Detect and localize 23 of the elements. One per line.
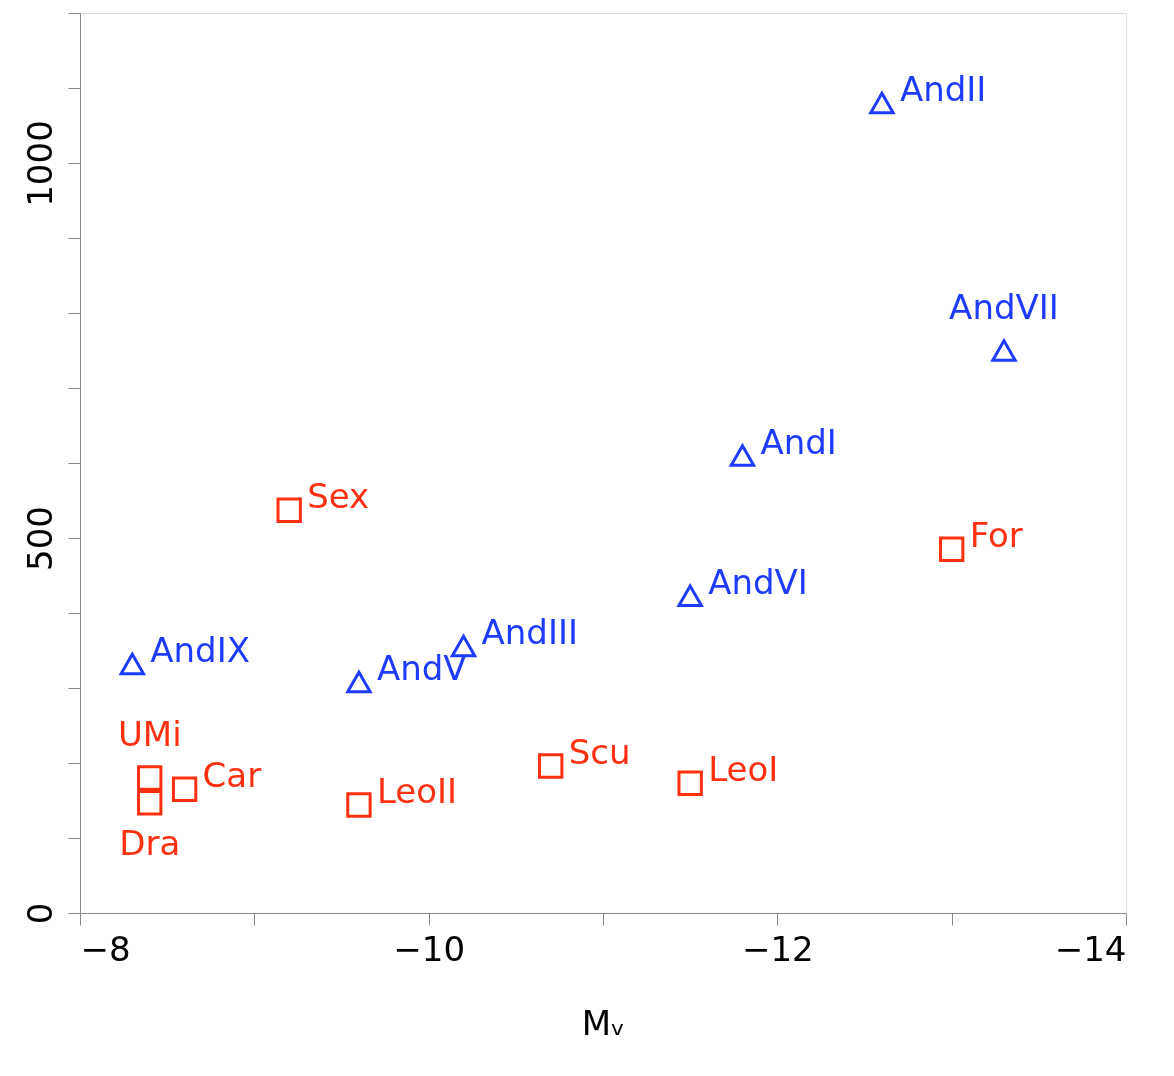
annotation: Car [202, 755, 262, 796]
annotation: AndVII [949, 286, 1059, 327]
annotation: LeoII [376, 771, 458, 811]
annotation: AndVI [708, 561, 808, 602]
annotation: AndII [899, 69, 987, 109]
y-tick-label: 1000 [19, 120, 60, 207]
annotation: UMi [117, 714, 182, 754]
annotation: LeoI [708, 749, 779, 790]
y-tick-label: 500 [19, 506, 60, 571]
x-tick-label: −10 [393, 928, 466, 969]
x-tick-label: −14 [1054, 928, 1127, 969]
annotation: AndI [760, 421, 837, 462]
annotation: Dra [119, 822, 181, 863]
annotation: AndIX [150, 630, 251, 670]
x-tick-label: −8 [80, 928, 131, 969]
annotation: AndIII [481, 612, 579, 652]
annotation: AndV [376, 648, 467, 688]
annotation: Scu [568, 732, 631, 772]
x-tick-label: −12 [741, 928, 814, 969]
x-axis-title: Mᵥ [581, 1002, 626, 1043]
y-tick-label: 0 [19, 902, 60, 925]
annotation: For [969, 515, 1023, 556]
annotation: Sex [307, 476, 370, 517]
